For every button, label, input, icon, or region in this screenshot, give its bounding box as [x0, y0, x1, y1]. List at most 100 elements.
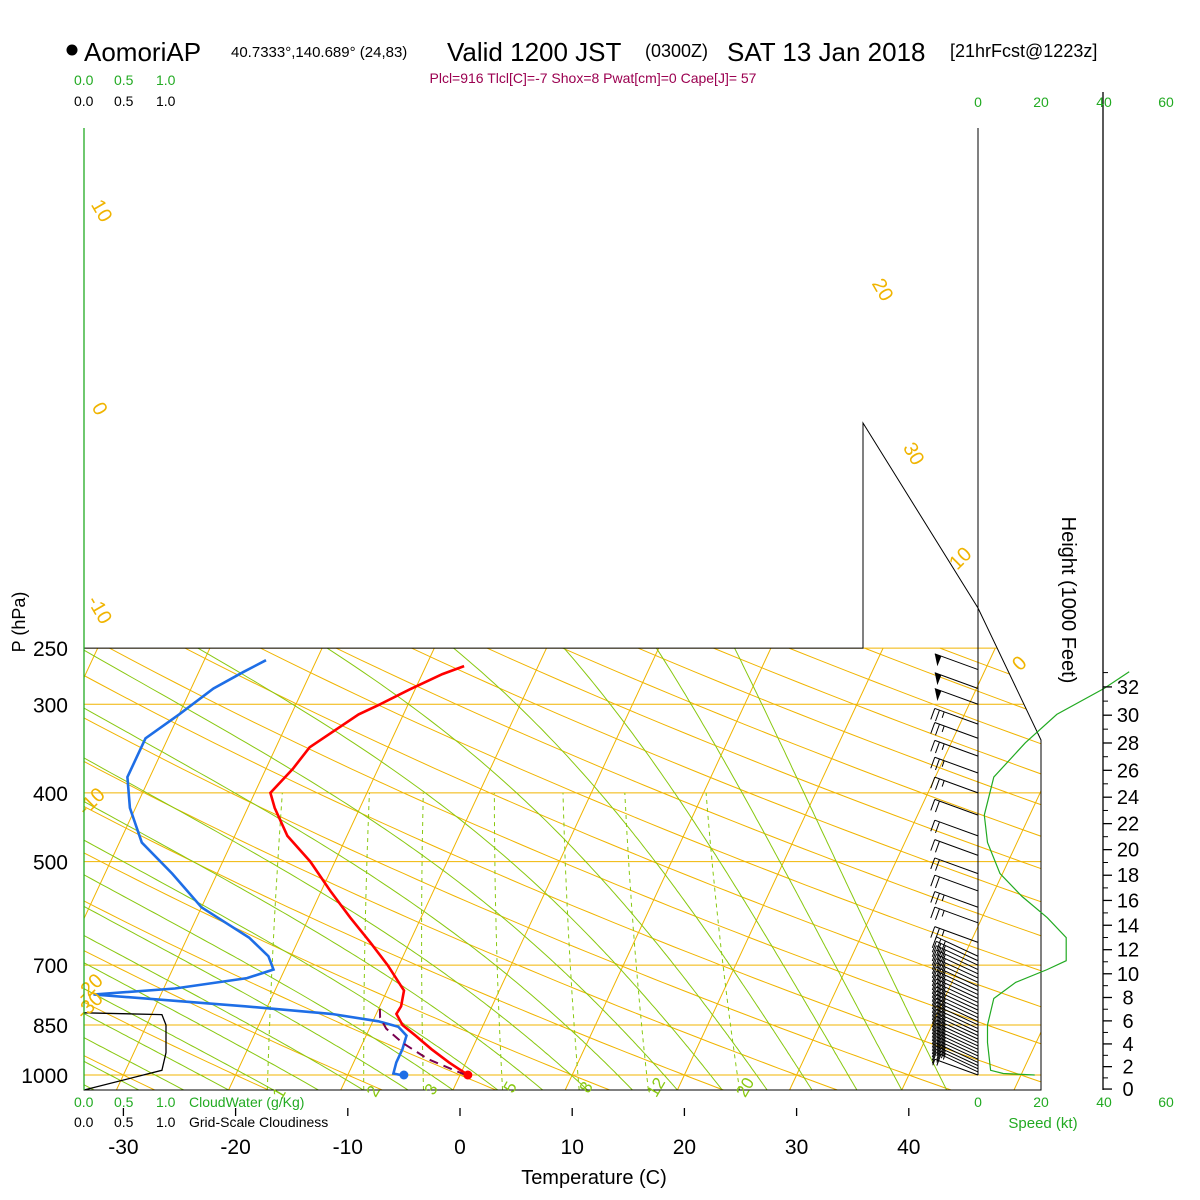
wind-barb-staff: [934, 739, 979, 757]
speed-tick-0: 0: [974, 1094, 982, 1110]
wind-barb-flag: [934, 672, 942, 686]
cloudwater-label: CloudWater (g/Kg): [189, 1094, 304, 1110]
cloudiness-tick-2: 1.0: [156, 93, 176, 109]
cloudwater-scale-top: 0.0 0.5 1.0 0.0 0.5 1.0: [74, 72, 176, 109]
wind-barb-feather: [935, 859, 940, 871]
valid-time-utc: (0300Z): [645, 41, 708, 61]
wind-barb-flag: [934, 688, 942, 701]
height-tick-label: 32: [1117, 677, 1139, 699]
dry-adiabat-line: [1015, 647, 1041, 1091]
isoline-label: 30: [898, 439, 928, 469]
moist-adiabat-line: [84, 647, 588, 1091]
wind-barb-feather: [931, 958, 937, 970]
wind-barb-feather: [940, 949, 946, 962]
wind-barb-feather: [940, 1013, 946, 1025]
wind-barb-staff: [934, 926, 979, 943]
dry-adiabat-line: [84, 647, 269, 1091]
cloudwater-tick-2: 1.0: [156, 72, 176, 88]
wind-barb-half-feather: [941, 760, 945, 767]
wind-barb: [931, 966, 979, 987]
wind-barb: [934, 688, 979, 705]
wind-barb-feather: [935, 741, 940, 754]
wind-barb-feather: [935, 724, 940, 736]
wind-barb-feather: [930, 839, 936, 851]
isoline-label: -10: [74, 784, 110, 820]
moist-adiabat-line: [84, 647, 409, 1091]
temperature-curve: [268, 664, 469, 1077]
wind-barb: [931, 949, 979, 970]
wind-barb-feather: [931, 998, 937, 1010]
wind-speed-curve: [983, 671, 1130, 1076]
wind-barb-half-feather: [942, 1050, 946, 1057]
wind-barb-staff: [934, 839, 979, 856]
wind-barb-feather: [936, 1021, 942, 1033]
wind-barb: [931, 1001, 979, 1022]
wind-barb-feather: [931, 974, 937, 987]
wind-barb-staff: [934, 857, 979, 875]
mixing-ratio-label: 3: [421, 1080, 442, 1098]
speed-scale-top: 0 20 40 60: [974, 94, 1174, 110]
pressure-tick-label: 500: [33, 852, 68, 875]
moist-adiabat-line: [326, 647, 768, 1091]
wind-barb-feather: [940, 1020, 946, 1032]
forecast-info: [21hrFcst@1223z]: [950, 41, 1097, 61]
isotherm-line: [564, 647, 772, 1091]
wind-barb-feather: [940, 1002, 946, 1014]
surface-dewpoint-dot: [399, 1070, 409, 1080]
wind-barb: [930, 798, 979, 816]
wind-barb-feather: [930, 857, 936, 870]
wind-barb-feather: [940, 1040, 946, 1052]
wind-barb: [930, 874, 979, 892]
speed-tick-3: 60: [1158, 1094, 1174, 1110]
wind-barb-staff: [936, 945, 979, 966]
moist-adiabat-line: [655, 647, 903, 1091]
wind-barb-half-feather: [941, 910, 945, 917]
wind-barb-staff: [934, 891, 979, 908]
x-tick-label: -30: [108, 1136, 138, 1159]
wind-barb: [934, 672, 979, 689]
wind-barb: [930, 857, 979, 875]
wind-barb-feather: [931, 1026, 937, 1038]
wind-barb-feather: [936, 1031, 942, 1044]
moist-adiabat-line: [84, 647, 274, 1091]
moist-adiabat-line: [84, 647, 184, 1091]
mixing-ratio-label: 2: [363, 1082, 384, 1100]
height-tick-label: 18: [1117, 865, 1139, 887]
wind-barb-feather: [940, 958, 946, 970]
wind-barb-feather: [940, 998, 946, 1010]
wind-barb: [930, 891, 979, 908]
wind-barb-feather: [936, 1011, 942, 1023]
height-tick-label: 28: [1117, 733, 1139, 755]
isoline-label: 20: [867, 275, 897, 305]
wind-barb-feather: [930, 740, 936, 752]
cloudwater-tick-2-bottom: 1.0: [156, 1094, 176, 1110]
wind-barb-feather: [936, 980, 942, 993]
isotherm-line: [452, 647, 660, 1091]
wind-barb-feather: [936, 1048, 942, 1060]
mixing-ratio-label: 5: [500, 1078, 521, 1096]
cloudiness-tick-2-bottom: 1.0: [156, 1114, 176, 1130]
x-tick-label: 0: [454, 1136, 466, 1159]
wind-barb: [930, 722, 979, 739]
wind-barb-feather: [930, 757, 936, 769]
isoline-label: 10: [86, 196, 116, 226]
wind-barb-half-feather: [941, 929, 945, 937]
wind-barb: [932, 1058, 979, 1076]
isotherm-line: [115, 647, 323, 1091]
wind-barb-feather: [940, 1047, 946, 1059]
wind-barb-feather: [936, 1014, 942, 1026]
wind-barb-feather: [940, 1009, 946, 1021]
dry-adiabat-line: [260, 647, 1041, 1091]
cloudiness-tick-1: 0.5: [114, 93, 134, 109]
pressure-tick-label: 700: [33, 955, 68, 978]
station-coords: 40.7333°,140.689° (24,83): [231, 44, 407, 61]
height-tick-label: 2: [1122, 1057, 1133, 1079]
speed-tick-3-top: 60: [1158, 94, 1174, 110]
pressure-tick-label: 400: [33, 783, 68, 806]
wind-barb-staff: [934, 819, 979, 837]
mixing-ratio-line: [363, 792, 370, 1091]
wind-barb-feather: [931, 1019, 937, 1031]
wind-barb-feather: [931, 941, 937, 953]
moist-adiabat-line: [84, 647, 499, 1091]
wind-barb-feather: [940, 1027, 946, 1039]
